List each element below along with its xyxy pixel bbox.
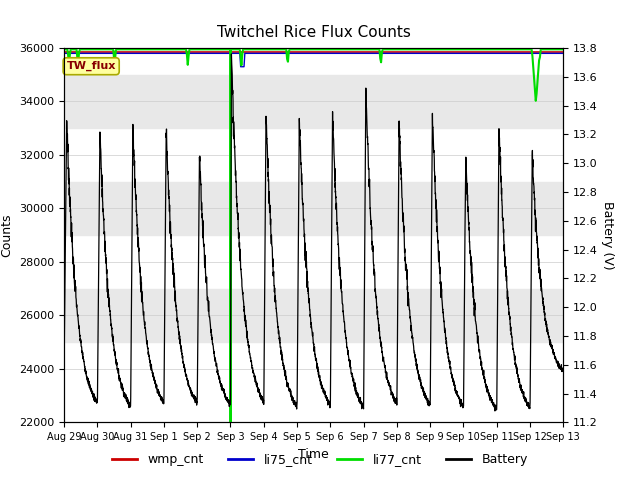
Legend: wmp_cnt, li75_cnt, li77_cnt, Battery: wmp_cnt, li75_cnt, li77_cnt, Battery	[107, 448, 533, 471]
Y-axis label: Counts: Counts	[1, 214, 13, 257]
Bar	[64, 75, 563, 128]
X-axis label: Time: Time	[298, 448, 329, 461]
Text: TW_flux: TW_flux	[67, 61, 116, 72]
Title: Twitchel Rice Flux Counts: Twitchel Rice Flux Counts	[217, 25, 410, 40]
Y-axis label: Battery (V): Battery (V)	[602, 201, 614, 269]
Bar	[64, 288, 563, 342]
Bar	[64, 182, 563, 235]
